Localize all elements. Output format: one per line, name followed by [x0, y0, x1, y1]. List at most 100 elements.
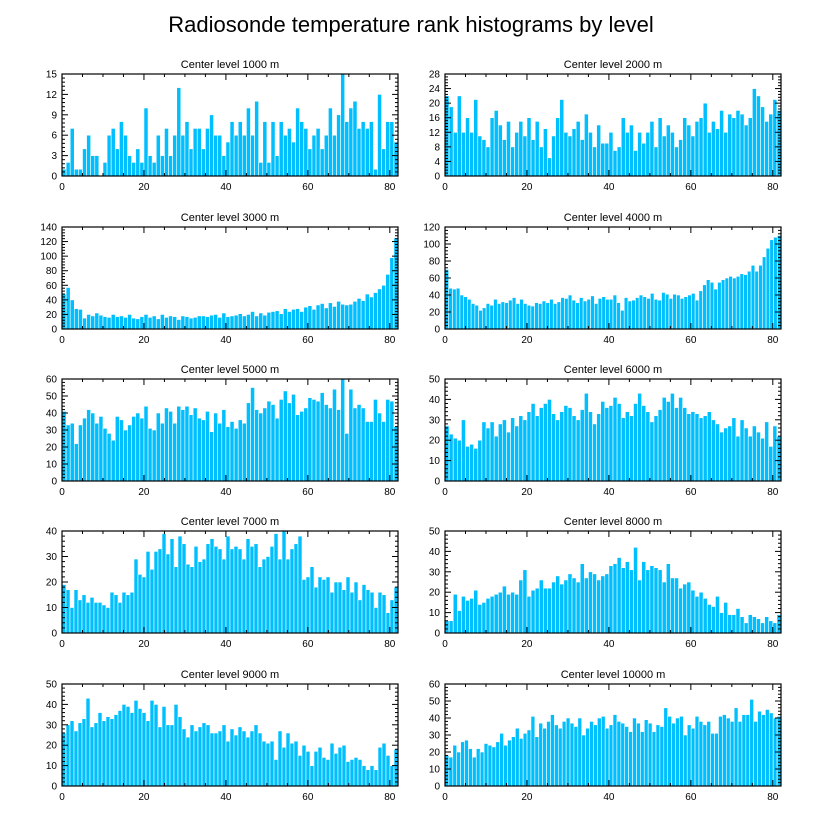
bar: [319, 392, 325, 482]
y-tick-label: 0: [434, 782, 440, 793]
bar: [245, 538, 251, 634]
y-tick-label: 0: [434, 477, 440, 488]
bar: [522, 419, 528, 482]
y-tick-label: 0: [51, 782, 57, 793]
bar: [563, 405, 569, 482]
bar: [719, 431, 724, 482]
bar: [349, 759, 355, 787]
bar: [469, 131, 474, 177]
bar: [519, 298, 524, 330]
bar: [221, 558, 227, 634]
bar: [448, 287, 453, 330]
bar: [193, 730, 199, 787]
bar: [643, 719, 649, 787]
bar: [101, 720, 107, 787]
bar: [209, 538, 215, 634]
bar: [489, 304, 494, 330]
bar: [493, 110, 499, 177]
bar: [571, 415, 577, 482]
bar: [518, 415, 524, 482]
panel-title: Center level 8000 m: [564, 516, 662, 528]
bar: [135, 318, 141, 330]
x-tick-label: 80: [384, 639, 396, 650]
bar: [377, 94, 382, 177]
bar: [369, 421, 374, 482]
bar: [176, 87, 182, 177]
bar: [739, 419, 745, 482]
bar: [593, 724, 598, 787]
bar: [584, 577, 589, 634]
bar: [463, 296, 468, 330]
bar: [455, 287, 461, 330]
bar: [237, 419, 243, 482]
y-tick-label: 60: [429, 274, 441, 285]
bar: [543, 403, 548, 482]
bar: [241, 730, 247, 787]
bar: [714, 732, 719, 787]
bar: [160, 155, 165, 177]
bar: [768, 446, 774, 482]
bar: [291, 309, 296, 330]
bar: [575, 121, 581, 177]
bar: [720, 279, 726, 330]
y-tick-label: 50: [429, 527, 441, 538]
bar: [459, 294, 464, 330]
bar: [131, 317, 137, 330]
bar: [221, 409, 227, 482]
bar: [184, 121, 190, 177]
bar: [473, 589, 479, 634]
bar: [538, 146, 544, 177]
bar: [518, 579, 524, 634]
bar: [97, 602, 103, 634]
bar: [325, 576, 331, 634]
x-tick-label: 40: [603, 639, 615, 650]
y-tick-label: 50: [429, 375, 441, 386]
bar: [510, 146, 515, 177]
y-tick-label: 20: [46, 310, 58, 321]
bar: [592, 146, 597, 177]
bar: [281, 530, 287, 634]
bar: [270, 121, 276, 177]
bar: [291, 393, 296, 482]
bar: [181, 728, 187, 787]
y-tick-label: 20: [429, 308, 441, 319]
bar: [233, 734, 239, 787]
bar: [229, 421, 235, 482]
bar: [526, 729, 532, 787]
bar: [496, 303, 502, 330]
y-tick-label: 30: [46, 720, 58, 731]
bar: [360, 121, 366, 177]
bar: [518, 738, 524, 787]
bar: [97, 712, 103, 787]
bar: [332, 306, 337, 330]
bar: [377, 591, 383, 634]
bar: [321, 757, 327, 787]
bar: [85, 602, 91, 634]
bar: [460, 741, 465, 787]
bar: [78, 168, 83, 177]
bar: [608, 131, 614, 177]
y-tick-label: 0: [51, 477, 57, 488]
bar: [189, 566, 195, 634]
bar: [82, 317, 87, 330]
bar: [620, 417, 626, 482]
y-tick-label: 100: [423, 240, 440, 251]
bar: [694, 299, 700, 330]
bar: [313, 751, 319, 787]
bar: [169, 538, 175, 634]
bar: [646, 298, 651, 330]
bar: [555, 575, 561, 634]
x-tick-label: 40: [220, 182, 232, 193]
bar: [468, 748, 473, 787]
bar: [323, 307, 329, 330]
bar: [674, 577, 679, 634]
bar: [752, 616, 757, 634]
bar: [465, 117, 470, 177]
bar: [728, 275, 733, 330]
bar: [341, 744, 347, 787]
bar: [291, 141, 296, 177]
bar: [217, 730, 223, 787]
bar: [336, 301, 341, 330]
bar: [297, 755, 303, 787]
bar: [725, 717, 731, 787]
